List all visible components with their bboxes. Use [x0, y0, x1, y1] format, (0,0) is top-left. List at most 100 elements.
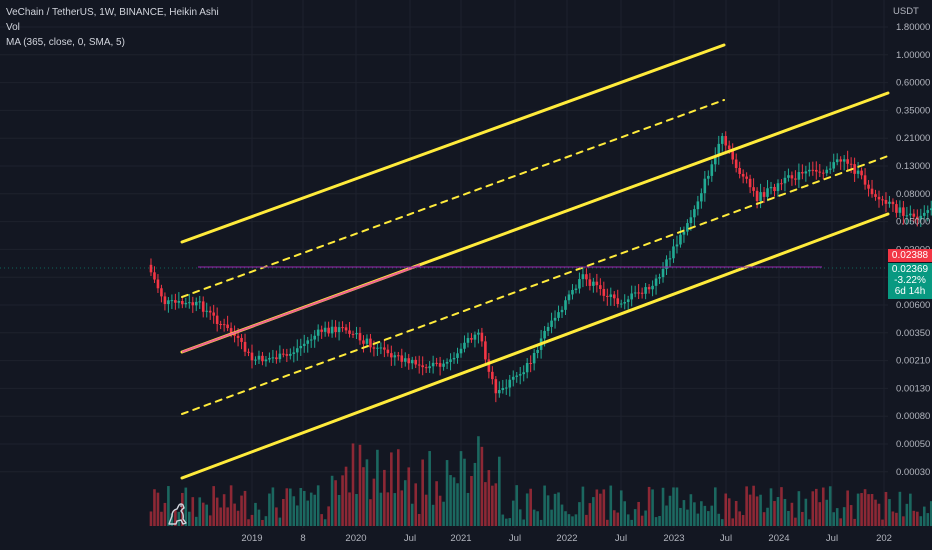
candle-body: [891, 201, 895, 205]
volume-bar: [174, 510, 177, 526]
candle-body: [734, 159, 738, 168]
volume-bar: [219, 507, 222, 526]
volume-bar: [909, 493, 912, 526]
volume-bar: [567, 514, 571, 526]
volume-bar: [532, 509, 536, 526]
candle-body: [226, 324, 229, 329]
candle-body: [250, 352, 254, 361]
candle-body: [466, 338, 470, 343]
volume-bar: [689, 494, 693, 526]
dinosaur-logo-icon[interactable]: [166, 502, 192, 526]
volume-bar: [491, 485, 494, 526]
volume-bar: [198, 497, 202, 526]
candle-body: [626, 299, 630, 303]
volume-bar: [275, 507, 278, 526]
volume-bar: [874, 499, 877, 526]
ma-indicator-label[interactable]: MA (365, close, 0, SMA, 5): [6, 37, 125, 48]
y-tick-label: 0.21000: [896, 133, 930, 144]
volume-bar: [755, 496, 759, 526]
candle-body: [745, 176, 748, 179]
volume-bar: [881, 519, 884, 526]
prev-price-label: 0.02388: [891, 250, 929, 261]
candle-body: [623, 302, 627, 304]
x-axis[interactable]: 2019 8 2020 Jul 2021 Jul 2022 Jul 2023 Jul 2024 Jul…: [241, 533, 892, 544]
candle-body: [727, 145, 731, 150]
candle-body: [672, 246, 675, 259]
candle-body: [700, 193, 703, 202]
volume-bar: [794, 517, 797, 526]
volume-bar: [835, 508, 839, 526]
volume-bar: [365, 459, 369, 526]
channel-lines[interactable]: [180, 43, 890, 480]
volume-bar: [863, 489, 867, 526]
volume-bar: [344, 466, 348, 526]
volume-bar: [306, 500, 310, 526]
volume-bar: [327, 506, 330, 526]
candle-body: [731, 149, 734, 160]
candle-body: [435, 362, 438, 364]
volume-bar: [539, 519, 543, 526]
candle-body: [498, 390, 501, 394]
volume-bar: [602, 489, 606, 526]
candle-body: [522, 372, 525, 375]
y-tick-label: 0.00080: [896, 411, 930, 422]
candle-body: [578, 279, 581, 289]
volume-bar: [693, 502, 696, 526]
candle-body: [456, 353, 459, 358]
volume-bar: [369, 499, 372, 526]
channel-upper-dashed-line: [181, 99, 725, 298]
volume-bar: [585, 514, 588, 526]
volume-bar: [438, 495, 442, 526]
volume-bar: [229, 485, 233, 526]
candle-body: [282, 353, 285, 355]
volume-bar: [153, 489, 156, 526]
candle-body: [609, 294, 613, 297]
volume-bar: [529, 488, 532, 526]
candle-body: [668, 258, 672, 260]
volume-bar: [546, 495, 550, 526]
volume-bar: [926, 513, 930, 526]
volume-bar: [553, 493, 557, 526]
candle-body: [337, 327, 341, 333]
volume-bar: [752, 485, 755, 526]
volume-bar: [494, 483, 498, 526]
volume-bar: [264, 516, 268, 526]
candle-body: [501, 388, 505, 391]
volume-bar: [790, 502, 794, 526]
y-tick-label: 0.60000: [896, 78, 930, 89]
volume-bar: [309, 492, 313, 526]
candle-body: [289, 353, 292, 356]
candle-body: [240, 337, 243, 342]
candle-body: [414, 359, 418, 365]
volume-bar: [393, 493, 397, 526]
volume-bar: [665, 505, 668, 526]
symbol-title[interactable]: VeChain / TetherUS, 1W, BINANCE, Heikin …: [6, 7, 219, 18]
volume-bar: [278, 517, 282, 526]
volume-bar: [783, 498, 787, 526]
candle-body: [163, 296, 167, 305]
volume-bar: [212, 486, 215, 526]
candle-body: [637, 292, 640, 294]
volume-bar: [536, 511, 539, 526]
candle-body: [525, 363, 529, 373]
candle-body: [470, 338, 473, 340]
candle-body: [874, 194, 877, 197]
candle-body: [769, 186, 773, 189]
candle-body: [229, 328, 233, 334]
candle-body: [870, 188, 874, 195]
y-tick-label: 0.00600: [896, 300, 930, 311]
candle-body: [557, 312, 560, 318]
candle-body: [504, 387, 508, 389]
candle-body: [285, 354, 289, 356]
volume-bar: [773, 501, 776, 526]
candle-body: [863, 175, 867, 185]
vol-indicator-label[interactable]: Vol: [6, 22, 20, 33]
volume-bar: [156, 492, 160, 526]
candle-body: [271, 357, 275, 359]
candle-body: [320, 329, 323, 332]
volume-bar: [849, 505, 853, 526]
volume-bar: [191, 497, 195, 526]
candle-body: [856, 170, 860, 174]
